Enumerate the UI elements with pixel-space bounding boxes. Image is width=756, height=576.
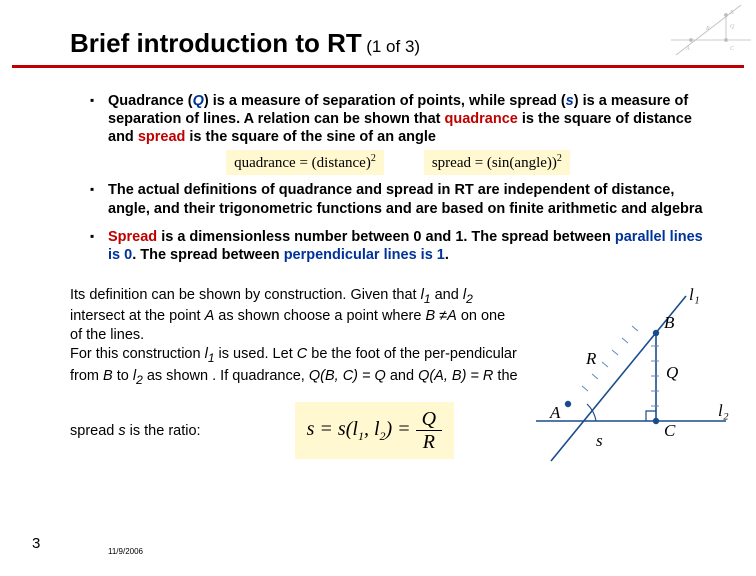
term-spread: Spread	[108, 229, 157, 245]
construction-diagram: l₁ l₂ A B C R Q s	[526, 286, 736, 476]
sym: A	[205, 308, 215, 324]
text: is the square of the sine of an angle	[185, 129, 436, 145]
link-s[interactable]: s	[566, 93, 574, 109]
sym: l2	[463, 287, 473, 303]
t: to	[117, 368, 133, 384]
text: .	[445, 247, 449, 263]
svg-text:Q: Q	[730, 24, 735, 30]
svg-text:B: B	[730, 10, 734, 16]
spread-ratio-formula: s = s(l1, l2) = QR	[295, 402, 455, 459]
sym: Q(B, C) = Q	[309, 368, 386, 384]
construction-text: Its definition can be shown by construct…	[70, 286, 518, 476]
eq-sup: 2	[371, 153, 376, 164]
svg-text:C: C	[730, 46, 735, 52]
bullet-independence: The actual definitions of quadrance and …	[90, 181, 706, 217]
t: is used. Let	[215, 346, 297, 362]
f: s	[338, 418, 346, 440]
eq-text: quadrance = (distance)	[234, 155, 371, 171]
footer-date: 11/9/2006	[108, 547, 143, 556]
t: intersect at the point	[70, 308, 205, 324]
eq-text: spread = (sin(angle))	[432, 155, 557, 171]
term-spread: spread	[138, 129, 186, 145]
corner-thumbnail-diagram: A B C R Q	[666, 0, 756, 60]
denominator: R	[416, 431, 442, 453]
lbl-c: C	[664, 421, 676, 440]
text: The actual definitions of quadrance and …	[108, 182, 703, 216]
slide: ABC RQ Brief introduction to RT (1 of 3)…	[0, 0, 756, 576]
equation-spread: spread = (sin(angle))2	[424, 150, 570, 175]
eq-sup: 2	[557, 153, 562, 164]
sym: B	[99, 368, 117, 384]
t: and	[431, 287, 463, 303]
sym: B	[425, 308, 439, 324]
lbl-q: Q	[666, 363, 678, 382]
equation-row: quadrance = (distance)2 spread = (sin(an…	[90, 150, 706, 175]
text: Quadrance (	[108, 93, 193, 109]
text: ) is a measure of separation of points, …	[204, 93, 566, 109]
lbl-b: B	[664, 313, 675, 332]
sym: l1	[421, 287, 431, 303]
sym: C	[297, 346, 307, 362]
slide-title: Brief introduction to RT	[70, 28, 362, 58]
term-perpendicular: perpendicular lines is 1	[284, 247, 445, 263]
bullet-spread-range: Spread is a dimensionless number between…	[90, 228, 706, 264]
svg-text:A: A	[685, 46, 690, 52]
sym: l2	[133, 368, 143, 384]
page-number: 3	[32, 535, 40, 552]
t: Its definition can be shown by construct…	[70, 287, 421, 303]
lbl-l1: l₁	[689, 286, 700, 304]
lower-content: Its definition can be shown by construct…	[0, 274, 756, 476]
t: and	[386, 368, 418, 384]
t: For this construction	[70, 346, 205, 362]
equation-quadrance: quadrance = (distance)2	[226, 150, 384, 175]
svg-text:R: R	[705, 26, 710, 32]
text: is a dimensionless number between 0 and …	[157, 229, 615, 245]
lbl-a: A	[549, 403, 561, 422]
f: ,	[364, 418, 374, 440]
sym: l1	[205, 346, 215, 362]
bullet-list: Quadrance (Q) is a measure of separation…	[0, 68, 756, 264]
t: as shown choose a point where	[214, 308, 425, 324]
lbl-s: s	[596, 431, 603, 450]
numerator: Q	[416, 408, 442, 431]
f: =	[314, 418, 338, 440]
sym: A	[447, 308, 457, 324]
slide-title-counter: (1 of 3)	[366, 37, 420, 56]
sym: Q(A, B) = R	[418, 368, 493, 384]
link-q[interactable]: Q	[193, 93, 204, 109]
fraction: QR	[416, 408, 442, 453]
lbl-r: R	[585, 349, 597, 368]
sym: s	[118, 423, 125, 439]
t: is the ratio:	[126, 423, 201, 439]
lbl-l2: l₂	[718, 401, 729, 420]
f: =	[392, 418, 416, 440]
t: as shown . If quadrance,	[143, 368, 309, 384]
term-quadrance: quadrance	[445, 111, 518, 127]
bullet-quadrance-spread-def: Quadrance (Q) is a measure of separation…	[90, 92, 706, 146]
title-block: Brief introduction to RT (1 of 3)	[0, 0, 756, 63]
sym: ≠	[439, 308, 447, 324]
text: . The spread between	[132, 247, 284, 263]
